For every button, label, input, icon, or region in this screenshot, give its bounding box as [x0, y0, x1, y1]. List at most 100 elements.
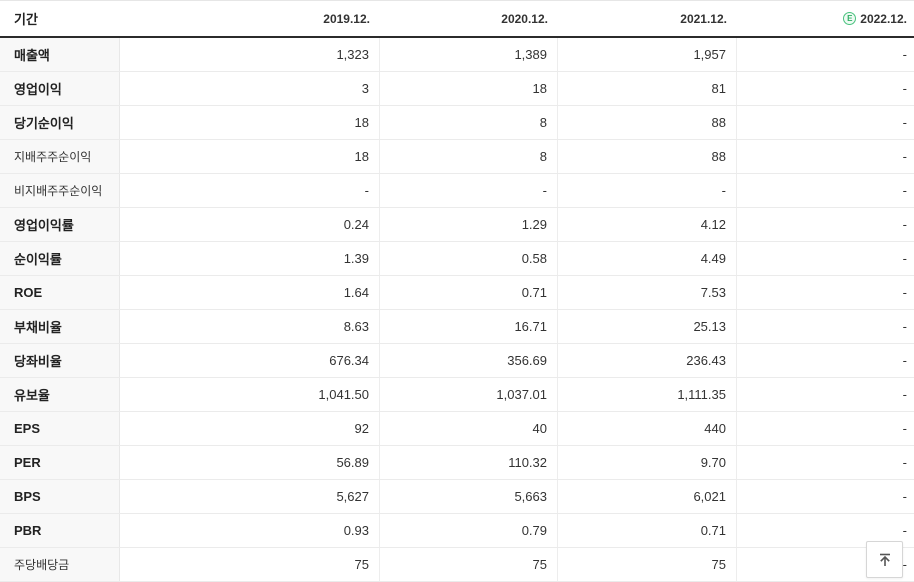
- row-value-2021: 4.12: [558, 208, 737, 241]
- row-value-2020: 40: [380, 412, 558, 445]
- row-value-2019: 56.89: [120, 446, 380, 479]
- table-row: 당기순이익 18 8 88 -: [0, 106, 914, 140]
- row-value-2019: 1.39: [120, 242, 380, 275]
- row-value-2022: -: [902, 523, 907, 538]
- row-value-2022: -: [902, 251, 907, 266]
- row-value-2020: 110.32: [380, 446, 558, 479]
- row-value-2019: 5,627: [120, 480, 380, 513]
- estimate-badge-icon: E: [843, 12, 857, 25]
- row-value-2021: 81: [558, 72, 737, 105]
- scroll-to-top-button[interactable]: [866, 541, 903, 578]
- row-label: 매출액: [0, 38, 120, 71]
- row-value-2020: 0.71: [380, 276, 558, 309]
- row-value-2021: 440: [558, 412, 737, 445]
- row-value-2022: -: [902, 353, 907, 368]
- row-value-2022: -: [902, 217, 907, 232]
- row-value-2019: 3: [120, 72, 380, 105]
- row-value-2020: 1,389: [380, 38, 558, 71]
- row-value-2022: -: [902, 455, 907, 470]
- table-row: 영업이익률 0.24 1.29 4.12 -: [0, 208, 914, 242]
- table-row: 영업이익 3 18 81 -: [0, 72, 914, 106]
- row-value-2019: 676.34: [120, 344, 380, 377]
- row-label: EPS: [0, 412, 120, 445]
- row-value-2022: -: [902, 115, 907, 130]
- scroll-to-top-icon: [876, 551, 894, 569]
- row-value-2022: -: [902, 387, 907, 402]
- row-value-2020: 1,037.01: [380, 378, 558, 411]
- row-value-2022: -: [902, 421, 907, 436]
- period-header-label: 기간: [14, 12, 38, 27]
- row-label: ROE: [0, 276, 120, 309]
- table-row: 비지배주주순이익 - - - -: [0, 174, 914, 208]
- table-row: 당좌비율 676.34 356.69 236.43 -: [0, 344, 914, 378]
- row-value-2020: 8: [380, 106, 558, 139]
- table-row: EPS 92 40 440 -: [0, 412, 914, 446]
- column-header-2020: 2020.12.: [501, 11, 548, 26]
- table-row: ROE 1.64 0.71 7.53 -: [0, 276, 914, 310]
- row-value-2021: 1,111.35: [558, 378, 737, 411]
- row-label: 당기순이익: [0, 106, 120, 139]
- row-value-2020: 0.79: [380, 514, 558, 547]
- row-label: 지배주주순이익: [0, 140, 120, 173]
- row-value-2021: 236.43: [558, 344, 737, 377]
- row-value-2019: 92: [120, 412, 380, 445]
- row-value-2021: 4.49: [558, 242, 737, 275]
- row-value-2021: -: [558, 174, 737, 207]
- row-value-2022: -: [902, 183, 907, 198]
- row-value-2019: 8.63: [120, 310, 380, 343]
- row-value-2019: 0.93: [120, 514, 380, 547]
- table-row: PER 56.89 110.32 9.70 -: [0, 446, 914, 480]
- row-value-2020: 356.69: [380, 344, 558, 377]
- row-label: 영업이익: [0, 72, 120, 105]
- column-header-2021: 2021.12.: [680, 11, 727, 26]
- column-header-2022-label: 2022.12.: [860, 11, 907, 26]
- row-value-2022: -: [902, 149, 907, 164]
- row-label: 부채비율: [0, 310, 120, 343]
- table-header-row: 기간 2019.12. 2020.12. 2021.12. E 2022.12.: [0, 1, 914, 38]
- table-row: 주당배당금 75 75 75 -: [0, 548, 914, 582]
- row-value-2022: -: [902, 319, 907, 334]
- row-value-2020: 5,663: [380, 480, 558, 513]
- row-value-2019: 75: [120, 548, 380, 581]
- table-row: 순이익률 1.39 0.58 4.49 -: [0, 242, 914, 276]
- column-header-2019: 2019.12.: [323, 11, 370, 26]
- row-value-2019: 1,323: [120, 38, 380, 71]
- row-label: BPS: [0, 480, 120, 513]
- row-value-2020: 75: [380, 548, 558, 581]
- table-row: 부채비율 8.63 16.71 25.13 -: [0, 310, 914, 344]
- row-value-2019: -: [120, 174, 380, 207]
- row-value-2020: 0.58: [380, 242, 558, 275]
- row-value-2021: 88: [558, 106, 737, 139]
- row-value-2022: -: [902, 81, 907, 96]
- row-label: 비지배주주순이익: [0, 174, 120, 207]
- row-value-2019: 18: [120, 140, 380, 173]
- table-row: BPS 5,627 5,663 6,021 -: [0, 480, 914, 514]
- row-value-2019: 0.24: [120, 208, 380, 241]
- row-value-2020: -: [380, 174, 558, 207]
- row-value-2021: 75: [558, 548, 737, 581]
- row-label: 영업이익률: [0, 208, 120, 241]
- row-label: 순이익률: [0, 242, 120, 275]
- row-value-2021: 0.71: [558, 514, 737, 547]
- row-value-2019: 1.64: [120, 276, 380, 309]
- row-label: PBR: [0, 514, 120, 547]
- row-value-2019: 1,041.50: [120, 378, 380, 411]
- row-value-2022: -: [902, 489, 907, 504]
- row-value-2020: 18: [380, 72, 558, 105]
- row-value-2022: -: [902, 47, 907, 62]
- row-value-2020: 16.71: [380, 310, 558, 343]
- row-value-2021: 9.70: [558, 446, 737, 479]
- row-label: 당좌비율: [0, 344, 120, 377]
- table-row: 매출액 1,323 1,389 1,957 -: [0, 38, 914, 72]
- row-value-2021: 25.13: [558, 310, 737, 343]
- table-body: 매출액 1,323 1,389 1,957 - 영업이익 3 18 81 - 당…: [0, 38, 914, 582]
- row-value-2021: 1,957: [558, 38, 737, 71]
- row-label: 유보율: [0, 378, 120, 411]
- column-header-2022: E 2022.12.: [737, 12, 914, 26]
- table-row: 유보율 1,041.50 1,037.01 1,111.35 -: [0, 378, 914, 412]
- row-value-2020: 1.29: [380, 208, 558, 241]
- row-value-2021: 88: [558, 140, 737, 173]
- table-row: 지배주주순이익 18 8 88 -: [0, 140, 914, 174]
- table-row: PBR 0.93 0.79 0.71 -: [0, 514, 914, 548]
